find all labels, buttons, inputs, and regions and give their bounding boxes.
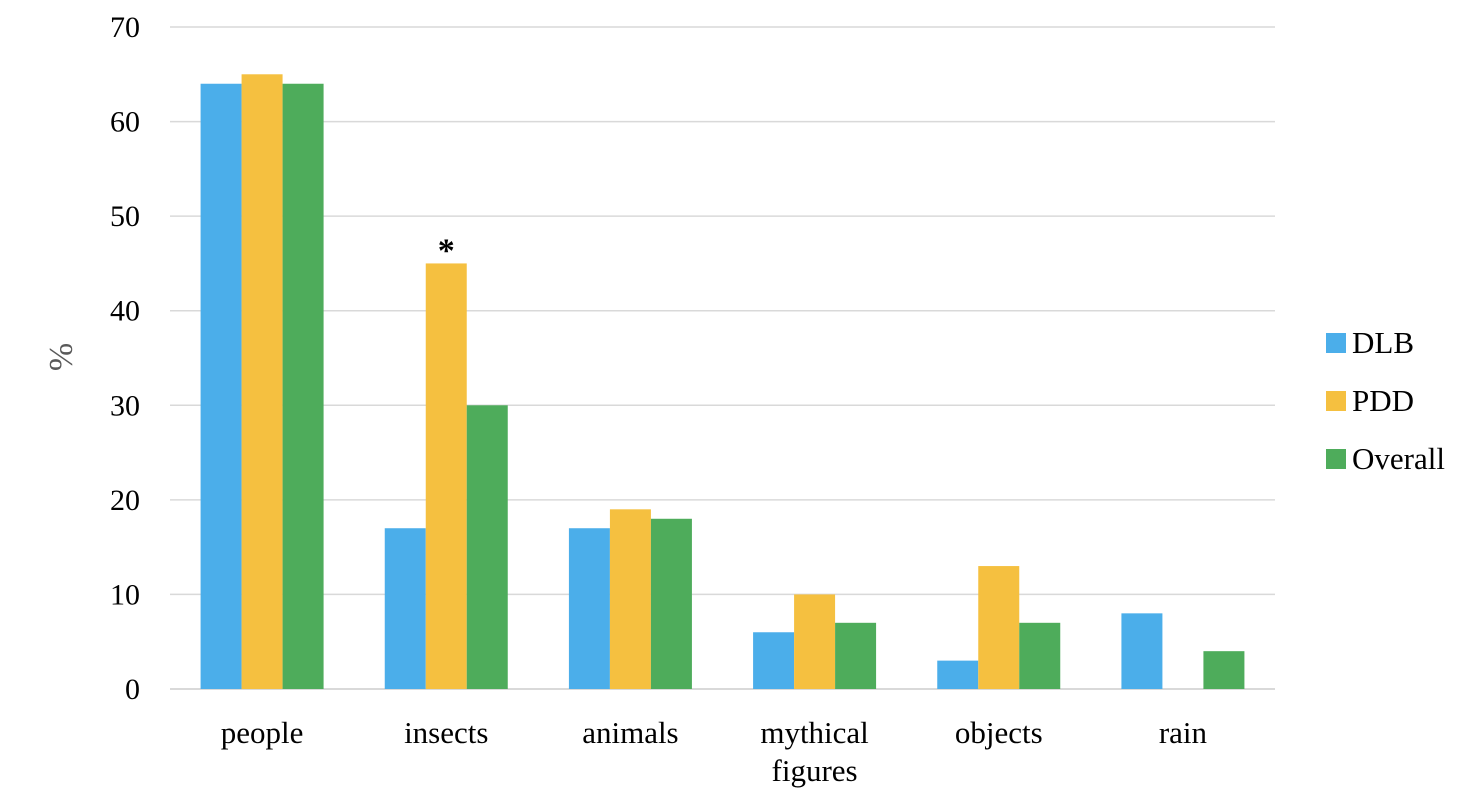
bars xyxy=(200,74,1245,690)
category-label-rain: rain xyxy=(1159,715,1208,750)
bar-animals-overall xyxy=(650,518,692,689)
annotation-marker-insects: * xyxy=(438,232,455,269)
category-label-objects: objects xyxy=(955,715,1043,750)
legend-item-dlb: DLB xyxy=(1326,325,1414,360)
y-tick-label-0: 0 xyxy=(125,673,140,706)
bar-mythical-figures-pdd xyxy=(794,594,836,689)
bar-animals-dlb xyxy=(568,528,610,689)
legend-label-dlb: DLB xyxy=(1352,325,1414,360)
bar-rain-overall xyxy=(1203,651,1245,689)
x-axis-categories: people insects animals mythical figures objec… xyxy=(221,715,1208,788)
bar-people-dlb xyxy=(200,83,242,689)
legend-item-pdd: PDD xyxy=(1326,383,1414,418)
bar-insects-pdd xyxy=(425,263,467,689)
bar-mythical-figures-dlb xyxy=(753,632,795,689)
y-tick-label-50: 50 xyxy=(110,200,140,233)
bar-mythical-figures-overall xyxy=(835,622,877,689)
y-tick-label-60: 60 xyxy=(110,106,140,139)
y-axis-ticks: 0 10 20 30 40 50 60 70 xyxy=(110,11,140,706)
bar-objects-dlb xyxy=(937,660,979,689)
legend-label-pdd: PDD xyxy=(1352,383,1414,418)
category-label-people: people xyxy=(221,715,304,750)
legend-label-overall: Overall xyxy=(1352,441,1445,476)
category-label-mythical-figures: mythical figures xyxy=(760,715,868,788)
y-tick-label-70: 70 xyxy=(110,11,140,44)
bar-insects-dlb xyxy=(384,528,426,689)
bar-rain-dlb xyxy=(1121,613,1163,689)
y-tick-label-10: 10 xyxy=(110,578,140,611)
bar-people-pdd xyxy=(241,74,283,690)
legend-item-overall: Overall xyxy=(1326,441,1445,476)
category-label-animals: animals xyxy=(582,715,678,750)
bar-insects-overall xyxy=(466,405,508,689)
bar-animals-pdd xyxy=(609,509,651,689)
y-axis-title: % xyxy=(43,343,80,371)
y-tick-label-20: 20 xyxy=(110,484,140,517)
bar-people-overall xyxy=(282,83,324,689)
category-label-insects: insects xyxy=(404,715,488,750)
legend: DLB PDD Overall xyxy=(1326,325,1445,476)
bar-objects-pdd xyxy=(978,566,1020,689)
y-tick-label-40: 40 xyxy=(110,295,140,328)
gridlines xyxy=(170,26,1275,690)
y-tick-label-30: 30 xyxy=(110,389,140,422)
legend-swatch-dlb xyxy=(1326,333,1346,353)
legend-swatch-pdd xyxy=(1326,391,1346,411)
annotations: * xyxy=(438,232,455,269)
legend-swatch-overall xyxy=(1326,449,1346,469)
bar-objects-overall xyxy=(1019,622,1061,689)
